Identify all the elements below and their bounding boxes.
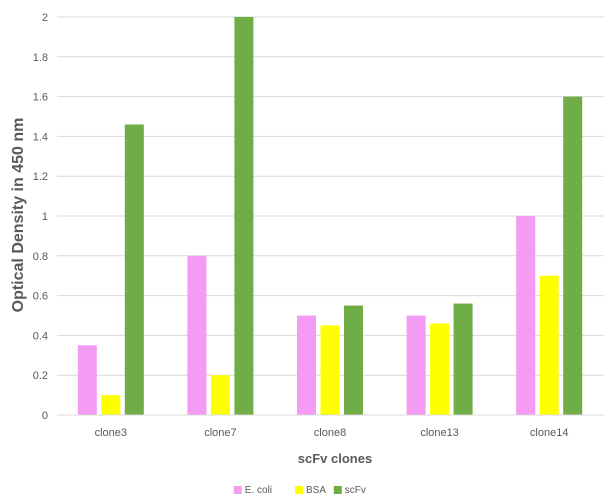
bar-clone3-scfv: [124, 124, 144, 416]
y-tick-label: 0.2: [33, 370, 48, 382]
x-tick-label: clone13: [420, 427, 459, 439]
bar-clone14-e-coli: [516, 216, 536, 415]
y-tick-label: 0.4: [33, 330, 48, 342]
bar-clone7-e-coli: [187, 255, 207, 415]
legend-label: E. coli: [245, 485, 272, 496]
x-tick-label: clone3: [95, 427, 127, 439]
bar-clone14-bsa: [539, 275, 559, 415]
x-tick-label: clone8: [314, 427, 346, 439]
bar-clone3-e-coli: [77, 345, 97, 415]
bar-clone14-scfv: [563, 96, 583, 415]
bar-clone7-bsa: [210, 375, 230, 415]
y-tick-label: 1.2: [33, 171, 48, 183]
bar-clone13-bsa: [430, 323, 450, 415]
gridlines: [57, 16, 604, 416]
legend-label: BSA: [306, 485, 326, 496]
bar-clone13-scfv: [453, 303, 473, 415]
y-tick-label: 1.4: [33, 131, 48, 143]
legend-label: scFv: [345, 485, 366, 496]
bar-clone8-e-coli: [297, 315, 316, 415]
legend-swatch: [333, 486, 342, 494]
y-tick-label: 2: [42, 12, 48, 24]
x-axis-title: scFv clones: [298, 451, 372, 466]
x-axis: clone3 clone7 clone8 clone13 clone14: [57, 414, 604, 439]
bar-clone8-scfv: [344, 305, 363, 415]
y-tick-label: 0.8: [33, 251, 48, 263]
x-tick-label: clone7: [204, 427, 236, 439]
y-tick-label: 1.8: [33, 52, 48, 64]
legend: E. coli BSA scFv: [233, 485, 366, 496]
bar-clone3-bsa: [101, 395, 121, 415]
y-tick-label: 0: [42, 410, 48, 422]
legend-swatch: [295, 486, 303, 494]
y-tick-label: 1.6: [33, 92, 48, 104]
bars: [77, 17, 583, 416]
y-tick-label: 0.6: [33, 291, 48, 303]
bar-clone7-scfv: [234, 17, 254, 415]
bar-clone13-e-coli: [406, 315, 426, 415]
bar-clone8-bsa: [320, 325, 340, 415]
y-tick-label: 1: [42, 211, 48, 223]
x-tick-label: clone14: [530, 427, 569, 439]
y-axis-ticks: 0 0.2 0.4 0.6 0.8 1 1.2 1.4 1.6 1.8 2: [33, 12, 48, 422]
legend-swatch: [233, 486, 242, 494]
y-axis-title: Optical Density in 450 nm: [10, 118, 27, 313]
